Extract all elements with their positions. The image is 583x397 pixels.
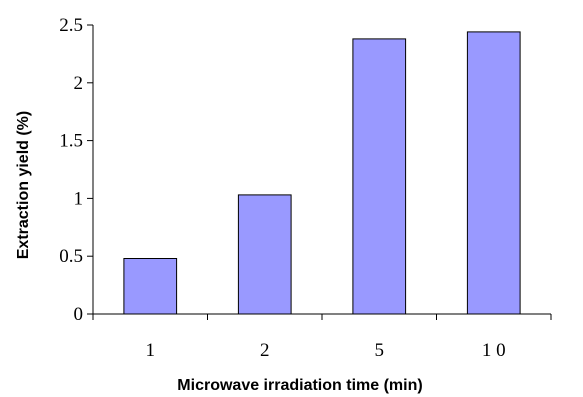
y-axis: 0 0.5 1 1.5 2 2.5 xyxy=(59,15,94,325)
bar-10 xyxy=(466,31,521,315)
x-tick-label: 1 0 xyxy=(482,340,506,361)
bars-group xyxy=(123,31,521,315)
x-tick-label: 5 xyxy=(375,340,385,361)
x-tick-label: 2 xyxy=(260,340,270,361)
y-tick-label: 2.5 xyxy=(59,15,83,36)
y-tick-label: 0.5 xyxy=(59,246,83,267)
x-axis: 1 2 5 1 0 xyxy=(92,313,552,361)
y-tick-label: 1.5 xyxy=(59,131,83,152)
y-tick-label: 2 xyxy=(74,73,84,94)
bar-1 xyxy=(123,258,178,315)
bar-2 xyxy=(237,194,292,315)
y-axis-title: Extraction yield (%) xyxy=(15,111,32,259)
x-axis-title: Microwave irradiation time (min) xyxy=(177,377,422,394)
bar-5 xyxy=(352,38,407,315)
y-tick-label: 1 xyxy=(74,188,84,209)
x-tick-label: 1 xyxy=(146,340,156,361)
y-tick-label: 0 xyxy=(74,304,84,325)
